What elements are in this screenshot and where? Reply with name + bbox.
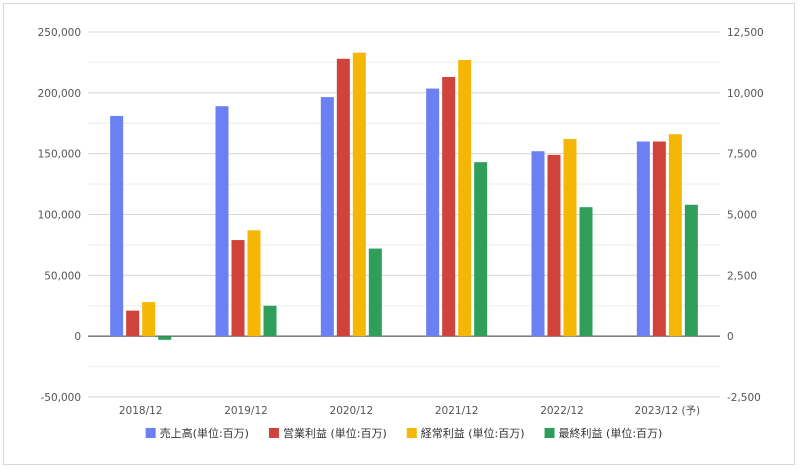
y-left-tick-label: -50,000 <box>40 392 81 404</box>
bar-3-4 <box>458 59 472 337</box>
legend-label: 経常利益 (単位:百万) <box>421 426 525 440</box>
y-left-tick-label: 100,000 <box>38 210 81 222</box>
x-tick-label: 2022/12 <box>540 405 584 417</box>
bar-2-6 <box>652 141 666 337</box>
y-left-tick-label: 250,000 <box>38 27 81 39</box>
legend-item-2: 営業利益 (単位:百万) <box>268 426 387 440</box>
bar-2-2 <box>231 240 245 337</box>
bar-3-3 <box>352 52 366 337</box>
x-tick-label: 2021/12 <box>435 405 479 417</box>
y-right-tick-label: 0 <box>727 331 734 343</box>
bar-1-2 <box>215 106 229 337</box>
legend-item-1: 売上高(単位:百万) <box>145 426 249 440</box>
y-left-tick-label: 200,000 <box>38 88 81 100</box>
y-right-tick-label: 10,000 <box>727 88 764 100</box>
bar-4-6 <box>684 204 698 337</box>
bar-3-5 <box>563 139 577 337</box>
bar-2-5 <box>547 154 561 337</box>
y-right-tick-label: 7,500 <box>727 149 757 161</box>
legend-item-3: 経常利益 (単位:百万) <box>406 426 525 440</box>
bar-1-4 <box>426 88 440 337</box>
axis-layer: -50,000 0 50,000 100,000 150,000 200,000 250,0… <box>38 27 764 417</box>
legend-swatch <box>145 428 156 438</box>
bar-4-5 <box>579 207 593 337</box>
x-tick-label: 2020/12 <box>330 405 374 417</box>
bar-1-3 <box>320 97 334 337</box>
y-right-tick-label: 12,500 <box>727 27 764 39</box>
legend-label: 営業利益 (単位:百万) <box>283 426 387 440</box>
legend-swatch <box>544 428 555 438</box>
bar-2-1 <box>126 310 140 337</box>
bar-2-3 <box>336 58 350 337</box>
bar-3-1 <box>142 302 156 337</box>
legend-swatch <box>406 428 417 438</box>
bars-layer <box>110 52 698 340</box>
bar-4-3 <box>368 248 382 337</box>
y-left-tick-label: 0 <box>74 331 81 343</box>
grid-layer <box>88 31 720 398</box>
y-right-tick-label: -2,500 <box>727 392 761 404</box>
legend-swatch <box>268 428 279 438</box>
bar-1-1 <box>110 115 124 337</box>
y-left-tick-label: 50,000 <box>44 270 81 282</box>
bar-3-2 <box>247 230 261 337</box>
legend: 売上高(単位:百万) 営業利益 (単位:百万) 経常利益 (単位:百万) 最終利益 (… <box>145 426 663 440</box>
bar-4-4 <box>474 162 488 337</box>
bar-2-4 <box>442 77 456 337</box>
y-right-tick-label: 5,000 <box>727 210 757 222</box>
bar-1-6 <box>636 141 650 337</box>
legend-item-4: 最終利益 (単位:百万) <box>544 426 663 440</box>
bar-4-1 <box>158 336 172 340</box>
x-tick-label: 2023/12 (予) <box>635 405 701 417</box>
bar-4-2 <box>263 305 277 337</box>
x-tick-label: 2019/12 <box>224 405 268 417</box>
legend-label: 最終利益 (単位:百万) <box>559 426 663 440</box>
y-left-tick-label: 150,000 <box>38 149 81 161</box>
bar-1-5 <box>531 151 545 337</box>
x-tick-label: 2018/12 <box>119 405 163 417</box>
bar-3-6 <box>668 134 682 337</box>
legend-label: 売上高(単位:百万) <box>160 426 249 440</box>
y-right-tick-label: 2,500 <box>727 270 757 282</box>
